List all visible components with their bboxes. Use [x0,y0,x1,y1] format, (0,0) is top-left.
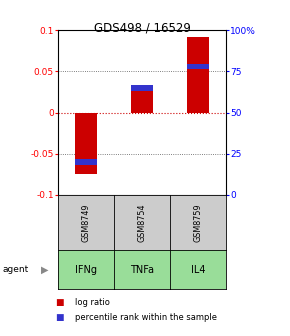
Bar [75,113,97,174]
Bar [131,85,153,91]
Text: GSM8754: GSM8754 [137,203,147,242]
Text: GSM8759: GSM8759 [194,203,203,242]
Bar [131,89,153,113]
Bar [75,159,97,165]
Text: IFNg: IFNg [75,265,97,275]
Text: ▶: ▶ [41,265,49,275]
Text: TNFa: TNFa [130,265,154,275]
Bar [187,64,209,69]
Text: percentile rank within the sample: percentile rank within the sample [75,313,218,322]
Text: IL4: IL4 [191,265,205,275]
Text: GSM8749: GSM8749 [81,203,90,242]
Text: GDS498 / 16529: GDS498 / 16529 [94,22,191,35]
Text: agent: agent [3,265,29,274]
Text: log ratio: log ratio [75,298,110,307]
Text: ■: ■ [55,298,64,307]
Text: ■: ■ [55,313,64,322]
Bar [187,37,209,113]
